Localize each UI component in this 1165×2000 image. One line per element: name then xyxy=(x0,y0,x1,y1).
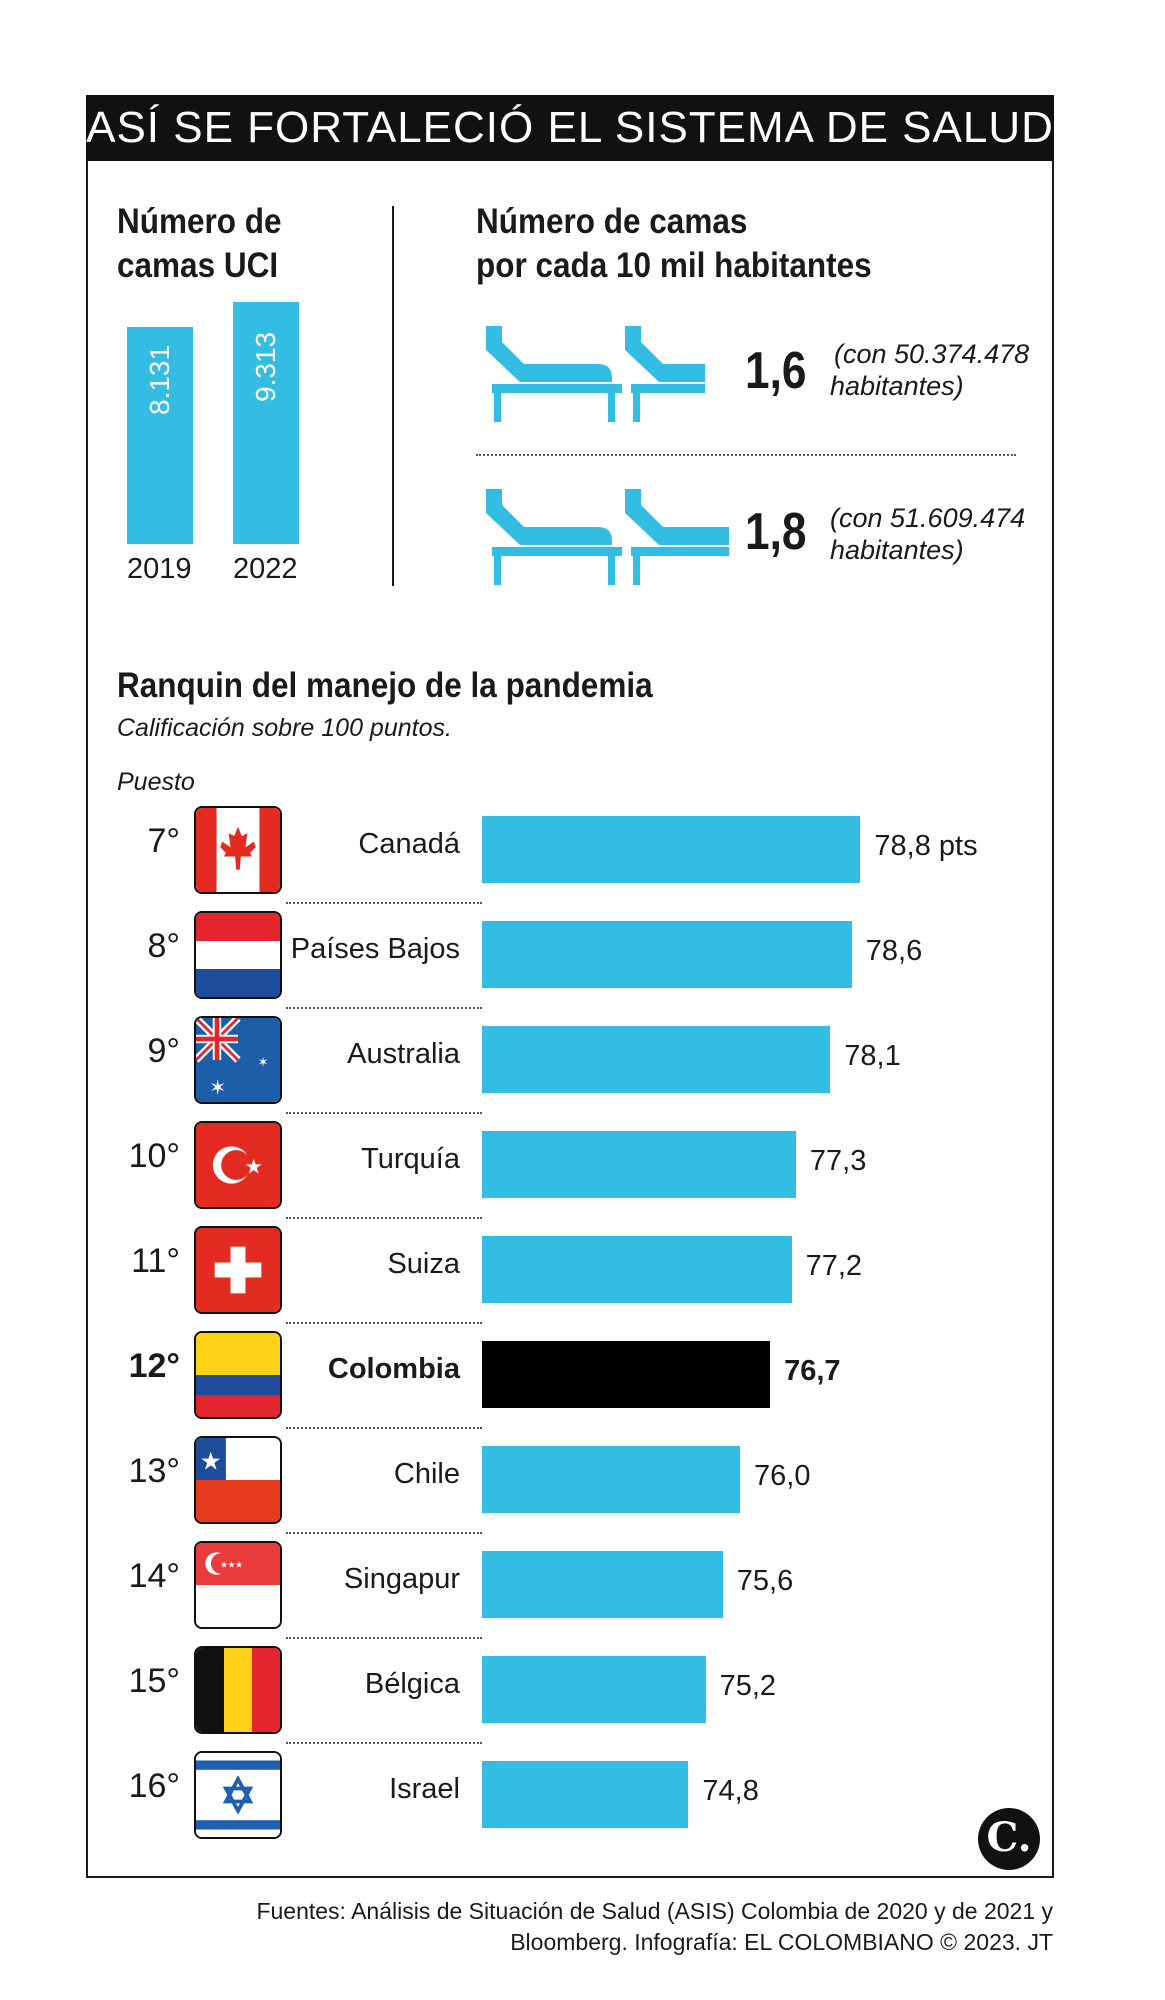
belgium-flag-icon xyxy=(194,1646,282,1734)
score-value: 78,1 xyxy=(844,1040,901,1072)
icu-bar-2022 xyxy=(233,302,299,544)
source-line-1: Fuentes: Análisis de Situación de Salud … xyxy=(256,1898,1053,1924)
icu-value-2022: 9.313 xyxy=(250,331,281,402)
icu-heading-line1: Número de xyxy=(117,202,282,241)
beds-heading-line1: Número de camas xyxy=(476,202,748,241)
row-separator xyxy=(286,1217,482,1219)
infographic-title: ASÍ SE FORTALECIÓ EL SISTEMA DE SALUD xyxy=(86,95,1054,161)
source-credit: Fuentes: Análisis de Situación de Salud … xyxy=(256,1896,1053,1958)
score-value: 76,7 xyxy=(784,1355,841,1387)
score-bar xyxy=(482,1446,740,1513)
score-value: 76,0 xyxy=(754,1460,811,1492)
chile-flag-icon: ★ xyxy=(194,1436,282,1524)
score-bar xyxy=(482,1026,831,1093)
score-bar xyxy=(482,1341,771,1408)
rank-label: 7° xyxy=(147,822,180,860)
country-label: Israel xyxy=(389,1773,460,1805)
bed-icon xyxy=(486,489,622,585)
icu-year-2022: 2022 xyxy=(233,553,298,585)
singapore-flag-icon: ★★★ xyxy=(194,1541,282,1629)
switzerland-flag-icon xyxy=(194,1226,282,1314)
country-label: Turquía xyxy=(361,1143,460,1175)
score-bar xyxy=(482,921,852,988)
beds-value-1: 1,6 xyxy=(745,342,807,400)
beds-heading-line2: por cada 10 mil habitantes xyxy=(476,246,872,285)
country-label: Canadá xyxy=(358,828,460,860)
svg-text:★★★: ★★★ xyxy=(220,1559,243,1569)
rank-label: 14° xyxy=(128,1557,180,1595)
row-separator xyxy=(286,1427,482,1429)
score-bar xyxy=(482,1761,689,1828)
colombia-flag-icon xyxy=(194,1331,282,1419)
rank-label: 8° xyxy=(147,927,180,965)
row-separator xyxy=(286,1532,482,1534)
source-line-2: Bloomberg. Infografía: EL COLOMBIANO © 2… xyxy=(510,1929,1053,1955)
turkey-flag-icon: ★ xyxy=(194,1121,282,1209)
score-value: 77,3 xyxy=(809,1145,867,1177)
canada-flag-icon xyxy=(194,806,282,894)
bed-icon-large-fraction xyxy=(625,489,729,585)
rank-column-header: Puesto xyxy=(117,768,195,796)
rank-label: 11° xyxy=(131,1242,180,1280)
row-separator xyxy=(286,1007,482,1009)
beds-value-2: 1,8 xyxy=(745,503,807,561)
beds-separator xyxy=(476,454,1016,456)
icu-bar-2019 xyxy=(127,327,193,544)
israel-flag-icon xyxy=(194,1751,282,1839)
section-divider xyxy=(392,206,394,586)
icu-year-2019: 2019 xyxy=(127,553,192,585)
row-separator xyxy=(286,902,482,904)
score-value: 77,2 xyxy=(805,1250,863,1282)
australia-flag-icon: ✶ ✶ xyxy=(194,1016,282,1104)
beds-note-2a: (con 51.609.474 xyxy=(830,503,1026,533)
country-label: Colombia xyxy=(327,1353,460,1385)
score-bar xyxy=(482,1236,792,1303)
score-bar xyxy=(482,1656,706,1723)
country-label: Singapur xyxy=(343,1563,460,1595)
svg-text:✶: ✶ xyxy=(209,1077,226,1100)
row-separator xyxy=(286,1112,482,1114)
beds-note-1b: habitantes) xyxy=(830,371,964,401)
beds-note-1a: (con 50.374.478 xyxy=(834,339,1030,369)
rank-label: 13° xyxy=(128,1452,180,1490)
el-colombiano-logo: C. xyxy=(978,1808,1040,1870)
score-bar xyxy=(482,1131,796,1198)
score-bar xyxy=(482,1551,723,1618)
country-label: Australia xyxy=(347,1038,460,1070)
bed-icon xyxy=(486,326,622,422)
beds-note-2b: habitantes) xyxy=(830,535,964,565)
icu-heading-line2: camas UCI xyxy=(117,246,279,285)
score-value: 78,8 pts xyxy=(874,830,978,862)
country-label: Países Bajos xyxy=(290,933,460,965)
row-separator xyxy=(286,1742,482,1744)
rank-label: 10° xyxy=(128,1137,180,1175)
row-separator xyxy=(286,1322,482,1324)
score-value: 75,2 xyxy=(719,1670,777,1702)
rank-label: 16° xyxy=(128,1767,180,1805)
rank-label: 9° xyxy=(147,1032,180,1070)
half-bed-icon xyxy=(625,326,705,422)
score-value: 78,6 xyxy=(865,935,923,967)
icu-value-2019: 8.131 xyxy=(144,344,175,415)
country-label: Bélgica xyxy=(364,1668,460,1700)
score-value: 74,8 xyxy=(702,1775,759,1807)
rank-label: 12° xyxy=(128,1347,180,1385)
ranking-heading: Ranquin del manejo de la pandemia xyxy=(117,666,653,705)
svg-text:★: ★ xyxy=(245,1155,263,1178)
country-label: Suiza xyxy=(387,1248,460,1280)
score-value: 75,6 xyxy=(736,1565,794,1597)
netherlands-flag-icon xyxy=(194,911,282,999)
rank-label: 15° xyxy=(128,1662,180,1700)
country-label: Chile xyxy=(393,1458,460,1490)
svg-text:★: ★ xyxy=(200,1449,222,1476)
svg-text:✶: ✶ xyxy=(258,1055,269,1070)
row-separator xyxy=(286,1637,482,1639)
ranking-subheading: Calificación sobre 100 puntos. xyxy=(117,714,452,742)
score-bar xyxy=(482,816,861,883)
